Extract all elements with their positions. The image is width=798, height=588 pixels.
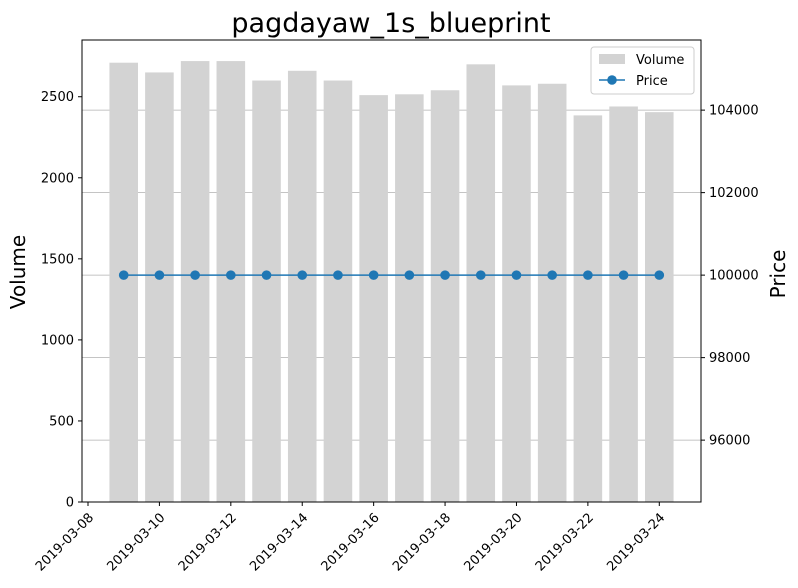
volume-bar <box>180 61 210 503</box>
y-tick-label: 1500 <box>41 252 74 267</box>
y-tick-label: 1000 <box>41 333 74 348</box>
legend-label-volume: Volume <box>636 53 684 68</box>
y-axis-title: Volume <box>6 235 30 309</box>
y2-tick-label: 98000 <box>709 351 750 366</box>
price-point <box>547 270 557 280</box>
volume-bar <box>323 80 353 503</box>
x-tick-label: 2019-03-10 <box>104 510 168 574</box>
volume-bar <box>145 72 174 502</box>
volume-bar <box>573 115 603 503</box>
volume-bar <box>502 85 531 503</box>
y-tick-label: 500 <box>49 414 74 429</box>
y2-axis-title: Price <box>766 250 790 299</box>
price-point <box>511 270 522 280</box>
price-point <box>297 270 308 280</box>
legend-label-price: Price <box>636 74 668 89</box>
y2-tick-label: 96000 <box>709 434 750 449</box>
price-point <box>154 270 165 280</box>
x-tick-label: 2019-03-14 <box>247 510 311 574</box>
volume-bar <box>609 106 638 502</box>
volume-bar <box>287 70 317 503</box>
volume-bar <box>430 90 460 503</box>
price-series <box>118 270 665 280</box>
x-tick-label: 2019-03-24 <box>604 510 668 574</box>
legend-swatch-volume <box>599 54 625 64</box>
x-tick-label: 2019-03-22 <box>533 510 597 574</box>
y2-tick-label: 100000 <box>709 269 759 284</box>
volume-bar <box>109 62 138 503</box>
volume-bar <box>216 61 246 503</box>
chart-title: pagdayaw_1s_blueprint <box>231 8 550 39</box>
y2-tick-label: 104000 <box>709 104 759 119</box>
price-point <box>654 270 665 280</box>
y-axis-left: 0 500 1000 1500 2000 2500 <box>41 90 82 511</box>
volume-bars <box>109 61 674 503</box>
y-tick-label: 0 <box>66 496 74 511</box>
price-point <box>404 270 415 280</box>
legend-marker-price <box>607 75 617 85</box>
y-axis-right: 96000 98000 100000 102000 104000 <box>701 104 759 449</box>
volume-bar <box>252 80 281 503</box>
price-point <box>583 270 593 280</box>
price-point <box>368 270 379 280</box>
x-tick-label: 2019-03-12 <box>176 510 240 574</box>
price-point <box>440 270 450 280</box>
y-tick-label: 2500 <box>41 90 74 105</box>
volume-bar <box>645 112 674 502</box>
price-point <box>118 270 129 280</box>
x-tick-label: 2019-03-16 <box>319 510 383 574</box>
price-point <box>190 270 200 280</box>
y2-tick-label: 102000 <box>709 186 759 201</box>
volume-bar <box>537 83 567 502</box>
volume-bar <box>359 95 388 503</box>
price-point <box>475 270 486 280</box>
y-tick-label: 2000 <box>41 171 74 186</box>
volume-bar <box>466 64 496 502</box>
price-point <box>333 270 343 280</box>
x-tick-label: 2019-03-20 <box>461 510 525 574</box>
price-point <box>618 270 629 280</box>
x-tick-label: 2019-03-18 <box>390 510 454 574</box>
x-tick-label: 2019-03-08 <box>33 510 97 574</box>
price-point <box>226 270 236 280</box>
legend: Volume Price <box>590 46 695 95</box>
price-point <box>261 270 272 280</box>
x-axis: 2019-03-08 2019-03-10 2019-03-12 2019-03-14… <box>33 502 668 574</box>
plot-frame <box>81 39 702 503</box>
volume-bar <box>395 94 424 502</box>
